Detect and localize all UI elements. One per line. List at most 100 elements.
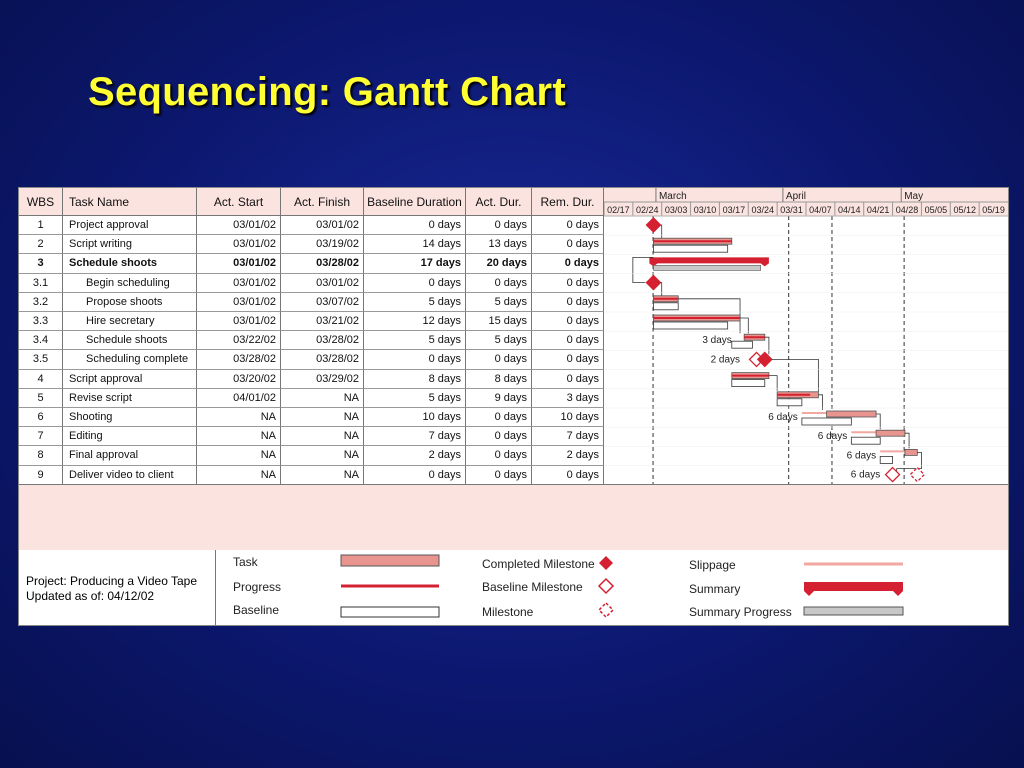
week-label: 03/17 (723, 205, 746, 215)
table-cell-task-name: Editing (63, 427, 197, 447)
table-cell-act-start: 03/20/02 (197, 369, 281, 389)
table-cell-wbs: 4 (19, 369, 63, 389)
summary-progress-bar (653, 265, 761, 271)
week-label: 03/24 (751, 205, 774, 215)
slippage-days-label: 6 days (768, 412, 797, 423)
slippage-days-label: 6 days (847, 450, 876, 461)
table-cell-act-dur: 5 days (466, 292, 532, 312)
table-cell-wbs: 2 (19, 235, 63, 255)
table-cell-act-finish: NA (281, 427, 364, 447)
column-header-act-finish[interactable]: Act. Finish (281, 188, 364, 216)
table-cell-act-finish: NA (281, 388, 364, 408)
week-label: 05/19 (982, 205, 1005, 215)
column-header-wbs[interactable]: WBS (19, 188, 63, 216)
baseline-bar (879, 455, 893, 464)
week-label: 04/07 (809, 205, 832, 215)
table-cell-rem-dur: 0 days (532, 331, 604, 351)
column-header-baseline-duration[interactable]: Baseline Duration (364, 188, 466, 216)
table-cell-rem-dur: 10 days (532, 408, 604, 428)
table-cell-task-name: Propose shoots (63, 292, 197, 312)
dependency-arrow (660, 224, 663, 242)
table-cell-wbs: 7 (19, 427, 63, 447)
table-cell-wbs: 3.1 (19, 273, 63, 293)
table-cell-act-finish: 03/21/02 (281, 312, 364, 332)
legend-baseline-label: Baseline (233, 603, 280, 617)
table-cell-rem-dur: 0 days (532, 350, 604, 370)
table-cell-act-finish: 03/01/02 (281, 216, 364, 236)
table-cell-act-dur: 0 days (466, 427, 532, 447)
table-cell-act-finish: NA (281, 408, 364, 428)
table-cell-task-name: Script approval (63, 369, 197, 389)
table-cell-act-dur: 0 days (466, 350, 532, 370)
table-cell-rem-dur: 7 days (532, 427, 604, 447)
task-bar (875, 429, 906, 437)
table-cell-act-finish: NA (281, 465, 364, 485)
table-cell-act-dur: 5 days (466, 331, 532, 351)
table-cell-act-dur: 0 days (466, 408, 532, 428)
week-label: 04/14 (838, 205, 861, 215)
table-cell-act-dur: 13 days (466, 235, 532, 255)
completed-milestone-icon (756, 351, 773, 368)
table-cell-task-name: Revise script (63, 388, 197, 408)
month-label: May (904, 191, 923, 202)
table-cell-baseline-duration: 5 days (364, 292, 466, 312)
column-header-act-dur[interactable]: Act. Dur. (466, 188, 532, 216)
table-cell-act-finish: 03/01/02 (281, 273, 364, 293)
task-bar (904, 448, 918, 456)
table-cell-task-name: Schedule shoots (63, 331, 197, 351)
table-cell-act-start: 03/01/02 (197, 292, 281, 312)
legend-symbols (340, 554, 904, 619)
table-cell-wbs: 3 (19, 254, 63, 274)
dependency-arrow (771, 358, 819, 392)
column-header-task-name[interactable]: Task Name (63, 188, 197, 216)
week-label: 02/17 (607, 205, 630, 215)
dependency-arrow (660, 282, 663, 296)
table-cell-act-dur: 15 days (466, 312, 532, 332)
table-cell-rem-dur: 2 days (532, 446, 604, 466)
baseline-bar (653, 302, 679, 311)
project-name: Project: Producing a Video Tape (26, 574, 198, 588)
table-cell-rem-dur: 0 days (532, 465, 604, 485)
table-cell-wbs: 3.2 (19, 292, 63, 312)
table-cell-task-name: Project approval (63, 216, 197, 236)
dependency-arrow (904, 432, 910, 449)
dependency-arrow (876, 413, 881, 430)
empty-table-area (19, 484, 1008, 552)
table-cell-rem-dur: 0 days (532, 273, 604, 293)
table-cell-act-start: NA (197, 408, 281, 428)
completed-milestone-icon (645, 217, 662, 233)
slippage-days-label: 6 days (851, 470, 880, 481)
legend-progress-label: Progress (233, 580, 282, 594)
dependency-arrow (896, 451, 922, 475)
legend-summary-progress-label: Summary Progress (689, 605, 792, 619)
dependency-arrow (764, 336, 770, 355)
table-cell-rem-dur: 0 days (532, 292, 604, 312)
table-cell-act-start: NA (197, 427, 281, 447)
table-cell-act-start: 03/01/02 (197, 216, 281, 236)
table-cell-wbs: 5 (19, 388, 63, 408)
table-cell-act-dur: 9 days (466, 388, 532, 408)
table-cell-wbs: 3.4 (19, 331, 63, 351)
table-cell-baseline-duration: 17 days (364, 254, 466, 274)
table-cell-baseline-duration: 14 days (364, 235, 466, 255)
table-cell-rem-dur: 0 days (532, 312, 604, 332)
baseline-milestone-icon (597, 577, 615, 595)
baseline-bar (731, 379, 766, 388)
table-cell-act-finish: 03/28/02 (281, 350, 364, 370)
baseline-bar (850, 436, 881, 445)
slide-title: Sequencing: Gantt Chart (88, 70, 567, 114)
table-cell-rem-dur: 0 days (532, 254, 604, 274)
gantt-chart-panel: WBS Task Name Act. Start Act. Finish Baselin… (18, 187, 1009, 626)
baseline-bar (776, 398, 803, 407)
month-label: March (659, 191, 687, 202)
baseline-bar (653, 321, 729, 330)
column-header-act-start[interactable]: Act. Start (197, 188, 281, 216)
legend-task-label: Task (233, 555, 258, 569)
project-info: Project: Producing a Video Tape Updated … (19, 550, 216, 625)
table-cell-wbs: 6 (19, 408, 63, 428)
table-cell-act-start: NA (197, 465, 281, 485)
column-header-rem-dur[interactable]: Rem. Dur. (532, 188, 604, 216)
dependency-arrow (678, 298, 741, 334)
table-cell-baseline-duration: 5 days (364, 331, 466, 351)
week-label: 03/10 (694, 205, 717, 215)
